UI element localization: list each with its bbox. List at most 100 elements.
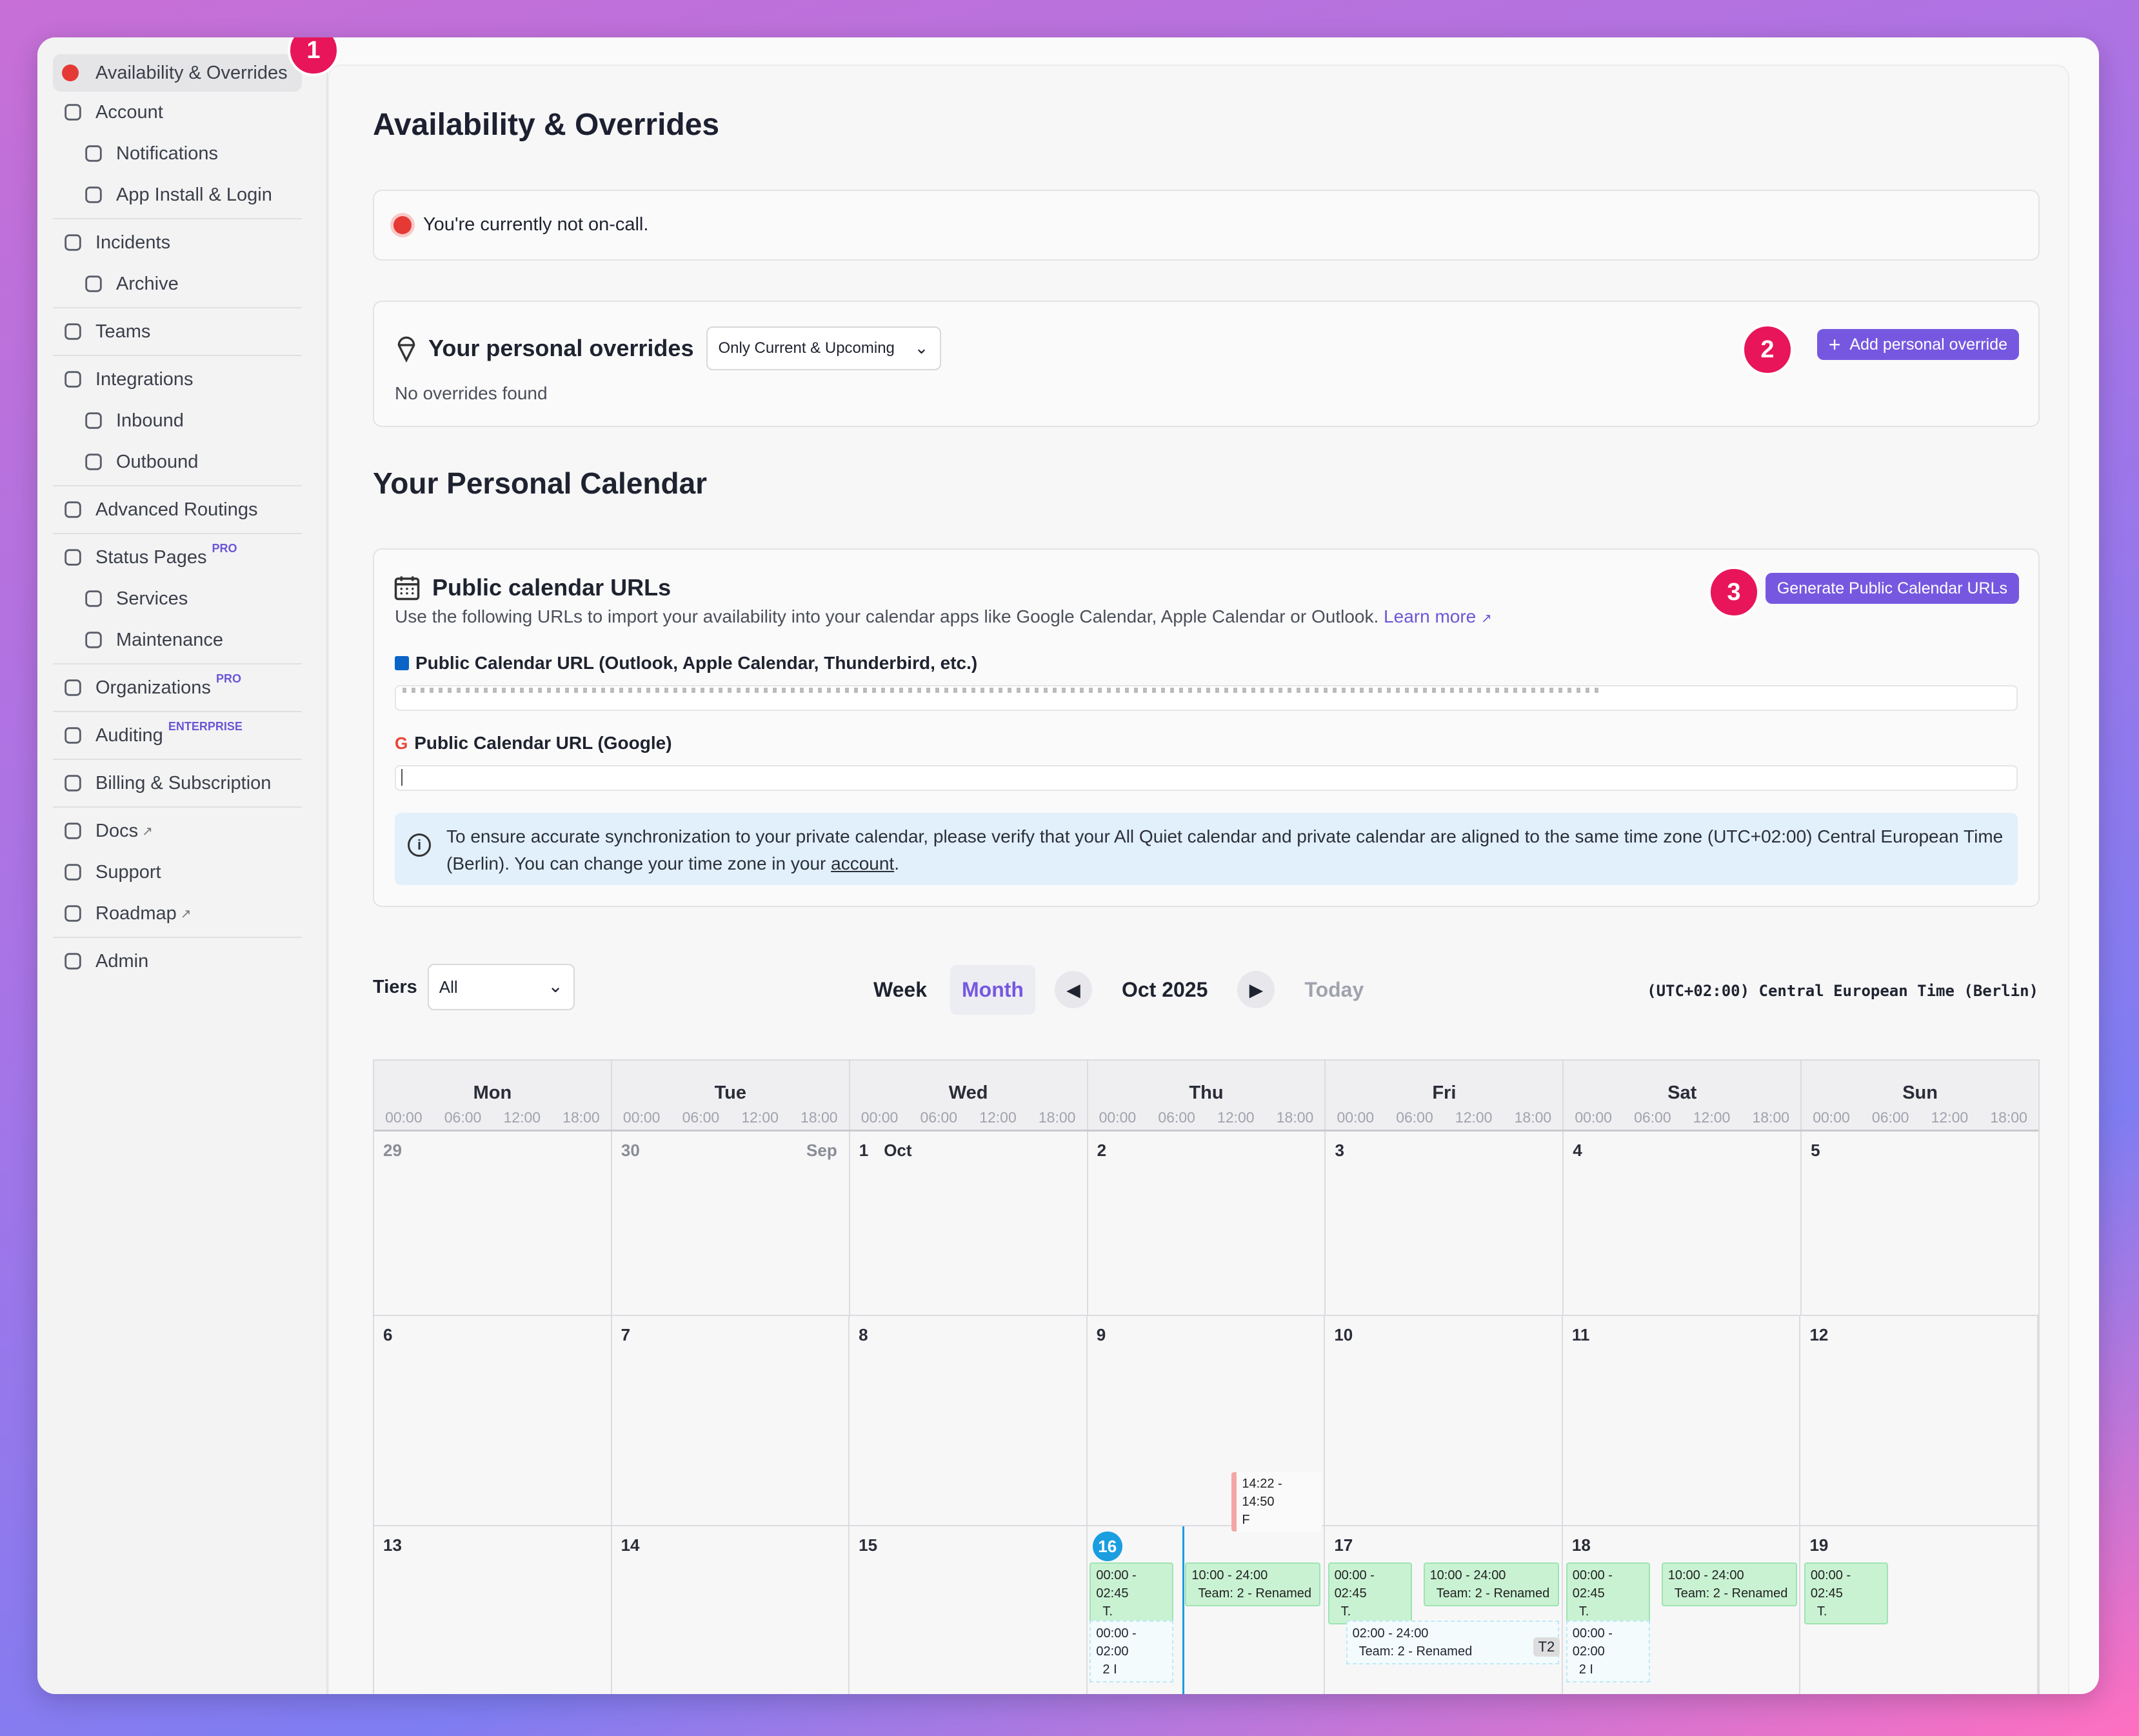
tiers-select[interactable]: All ⌄ <box>427 964 575 1010</box>
hour-tick: 00:00 <box>385 1109 423 1126</box>
sidebar-item-roadmap[interactable]: Roadmap ↗ <box>53 893 302 934</box>
sidebar-item-archive[interactable]: Archive <box>53 263 302 304</box>
plan-badge: ENTERPRISE <box>168 719 243 733</box>
hour-tick: 18:00 <box>1276 1109 1314 1126</box>
plan-badge: PRO <box>215 672 241 685</box>
sidebar-item-label: Support <box>95 861 161 883</box>
day-header-fri: Fri 00:00 06:00 12:00 18:00 <box>1326 1061 1564 1130</box>
generate-urls-label: Generate Public Calendar URLs <box>1776 579 2007 597</box>
calendar-event[interactable]: 14:22 - 14:50 F <box>1231 1472 1322 1531</box>
calendar-day-cell[interactable]: 16 <box>1088 1526 1326 1694</box>
status-dot-icon <box>393 215 412 234</box>
external-link-icon: ↗ <box>142 824 153 839</box>
overrides-filter-select[interactable]: Only Current & Upcoming ⌄ <box>706 326 942 370</box>
month-view-button[interactable]: Month <box>950 964 1035 1015</box>
day-number: 3 <box>1335 1141 1344 1160</box>
calendar-day-cell[interactable]: 6 <box>374 1316 612 1525</box>
calendar-day-cell[interactable]: 12 <box>1800 1316 2039 1525</box>
sidebar-item-inbound[interactable]: Inbound <box>53 400 302 441</box>
google-url-field[interactable] <box>395 765 2018 791</box>
info-end: . <box>894 853 899 873</box>
calendar-day-cell[interactable]: 9 <box>1088 1316 1326 1525</box>
user-icon <box>62 101 90 123</box>
calendar-day-cell[interactable]: 2 <box>1088 1132 1326 1315</box>
calendar-day-cell[interactable]: 13 <box>374 1526 612 1694</box>
generate-calendar-urls-button[interactable]: Generate Public Calendar URLs <box>1765 573 2019 604</box>
sidebar-item-docs[interactable]: Docs ↗ <box>53 810 302 852</box>
calendar-event[interactable]: 00:00 - 02:45 T. <box>1328 1562 1412 1624</box>
hour-tick: 18:00 <box>1038 1109 1076 1126</box>
day-header-sun: Sun 00:00 06:00 12:00 18:00 <box>1813 1083 2027 1126</box>
calendar-event[interactable]: 10:00 - 24:00 Team: 2 - Renamed <box>1185 1562 1321 1606</box>
sidebar-item-label: Maintenance <box>116 629 224 650</box>
month-label: Sep <box>806 1141 837 1160</box>
calendar-day-cell[interactable]: 11 <box>1563 1316 1801 1525</box>
hour-tick: 00:00 <box>861 1109 899 1126</box>
calendar-day-cell[interactable]: 8 <box>850 1316 1088 1525</box>
hour-tick: 12:00 <box>979 1109 1017 1126</box>
next-month-button[interactable]: ▶ <box>1237 971 1275 1008</box>
sidebar-item-support[interactable]: Support <box>53 852 302 893</box>
day-number: 8 <box>859 1325 868 1344</box>
today-button[interactable]: Today <box>1304 977 1364 1001</box>
calendar-event[interactable]: 10:00 - 24:00 Team: 2 - Renamed <box>1423 1562 1559 1606</box>
sidebar-item-availability-overrides[interactable]: Availability & Overrides <box>53 54 302 92</box>
calendar-day-cell[interactable]: 18 <box>1563 1526 1801 1694</box>
sidebar-item-integrations[interactable]: Integrations <box>53 359 302 400</box>
calendar-day-cell[interactable]: 3 <box>1326 1132 1564 1315</box>
calendar-event[interactable]: 00:00 - 02:45 T. <box>1089 1562 1174 1624</box>
sidebar-divider <box>53 355 302 356</box>
external-link-icon: ↗ <box>180 906 192 921</box>
calendar-event[interactable]: 00:00 - 02:00 2 I <box>1566 1621 1650 1682</box>
calendar-day-cell[interactable]: 19 <box>1800 1526 2039 1694</box>
calendar-event[interactable]: 00:00 - 02:45 T. <box>1804 1562 1888 1624</box>
hour-tick: 00:00 <box>622 1109 661 1126</box>
calendar-event[interactable]: 00:00 - 02:45 T. <box>1566 1562 1650 1624</box>
calendar-day-cell[interactable]: 10 <box>1325 1316 1563 1525</box>
day-number: 18 <box>1571 1535 1591 1555</box>
calendar-event[interactable]: 00:00 - 02:00 2 I <box>1089 1621 1174 1682</box>
account-link[interactable]: account <box>831 853 895 873</box>
add-override-label: Add personal override <box>1849 335 2007 354</box>
sidebar-item-outbound[interactable]: Outbound <box>53 441 302 483</box>
calendar-day-cell[interactable]: 7 <box>612 1316 850 1525</box>
calendar-day-cell[interactable]: 5 <box>1802 1132 2038 1315</box>
hour-tick: 18:00 <box>562 1109 600 1126</box>
calendar-day-cell[interactable]: 1 Oct <box>850 1132 1088 1315</box>
sidebar-item-advanced-routings[interactable]: Advanced Routings <box>53 489 302 530</box>
bell-icon <box>83 143 111 165</box>
hour-tick: 06:00 <box>1871 1109 1909 1126</box>
calendar-day-cell[interactable]: 30 Sep <box>612 1132 850 1315</box>
calendar-event[interactable]: 10:00 - 24:00 Team: 2 - Renamed <box>1661 1562 1797 1606</box>
calendar-day-cell[interactable]: 17 <box>1325 1526 1563 1694</box>
hour-tick: 00:00 <box>1337 1109 1375 1126</box>
outlook-url-field[interactable] <box>395 685 2018 711</box>
sidebar-item-billing-subscription[interactable]: Billing & Subscription <box>53 763 302 804</box>
info-icon: i <box>408 833 431 857</box>
public-urls-title: Public calendar URLs <box>432 574 672 601</box>
calendar-event[interactable]: 02:00 - 24:00 Team: 2 - Renamed <box>1346 1621 1559 1664</box>
calendar-day-cell[interactable]: 29 <box>374 1132 612 1315</box>
learn-more-link[interactable]: Learn more ↗ <box>1384 606 1492 626</box>
sidebar-item-label: Roadmap <box>95 903 177 924</box>
add-personal-override-button[interactable]: + Add personal override <box>1816 329 2019 360</box>
sidebar-item-services[interactable]: Services <box>53 578 302 619</box>
sidebar-item-notifications[interactable]: Notifications <box>53 133 302 174</box>
calendar-day-cell[interactable]: 4 <box>1564 1132 1802 1315</box>
sidebar-item-account[interactable]: Account <box>53 92 302 133</box>
sidebar-item-incidents[interactable]: Incidents <box>53 222 302 263</box>
sidebar-item-status-pages[interactable]: Status Pages PRO <box>53 537 302 578</box>
hour-tick: 12:00 <box>741 1109 779 1126</box>
prev-month-button[interactable]: ◀ <box>1054 971 1092 1008</box>
calendar-day-cell[interactable]: 15 <box>850 1526 1088 1694</box>
calendar-day-cell[interactable]: 14 <box>612 1526 850 1694</box>
sidebar-item-teams[interactable]: Teams <box>53 311 302 352</box>
sidebar-item-organizations[interactable]: Organizations PRO <box>53 667 302 708</box>
sidebar-item-auditing[interactable]: Auditing ENTERPRISE <box>53 715 302 756</box>
day-number: 29 <box>383 1141 402 1160</box>
sidebar-item-maintenance[interactable]: Maintenance <box>53 619 302 661</box>
sidebar-item-app-install-login[interactable]: App Install & Login <box>53 174 302 215</box>
week-view-button[interactable]: Week <box>873 977 928 1001</box>
sidebar-item-admin[interactable]: Admin <box>53 941 302 982</box>
outlook-icon <box>395 656 409 670</box>
